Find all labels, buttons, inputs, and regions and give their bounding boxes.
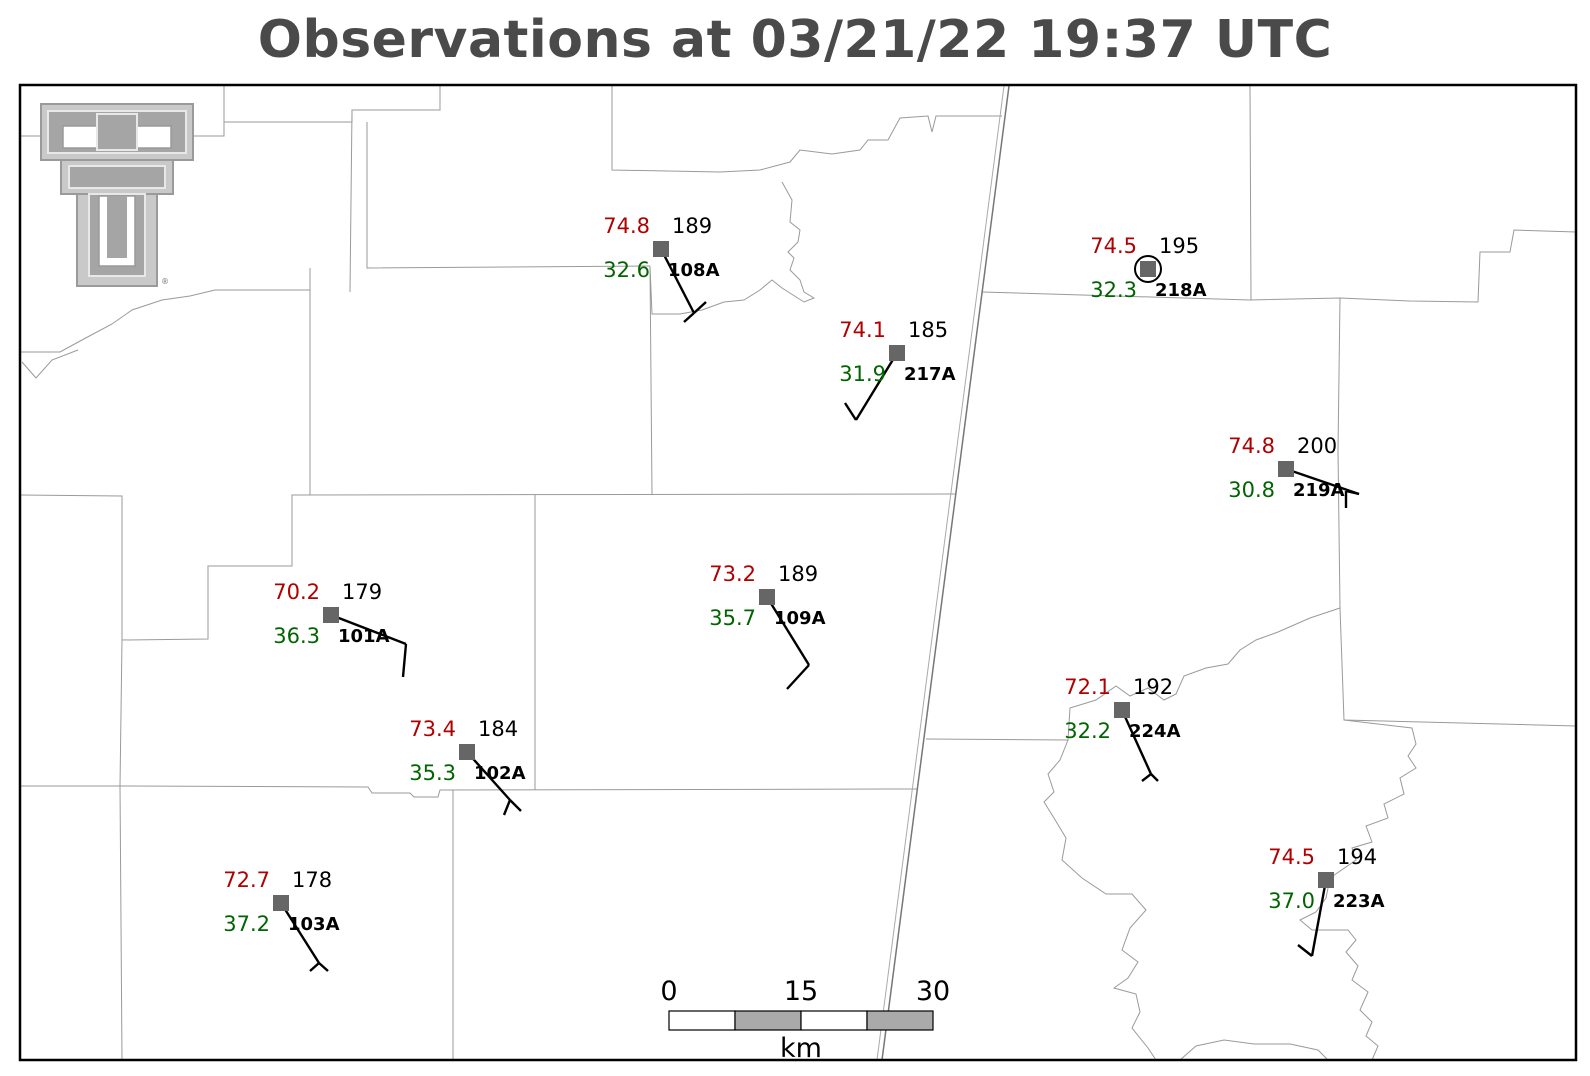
- scale-label-30: 30: [916, 976, 950, 1007]
- scale-bar: 0 15 30 km: [660, 976, 950, 1064]
- temperature-value: 74.5: [1268, 845, 1315, 869]
- temperature-value: 73.2: [709, 562, 756, 586]
- wind-barb-staff: [1120, 709, 1153, 775]
- station-id: 103A: [288, 914, 340, 935]
- wind-barb-flag: [509, 799, 522, 812]
- map-frame: [18, 83, 1578, 1062]
- station-109A[interactable]: 73.2 189 35.7 109A: [709, 562, 826, 690]
- wind-barb-flag: [1141, 773, 1152, 782]
- wind-barb-flag: [683, 312, 695, 323]
- pressure-value: 184: [478, 717, 518, 741]
- station-marker: [1318, 872, 1334, 888]
- wind-barb-flag: [843, 402, 858, 421]
- station-id: 101A: [338, 626, 390, 647]
- state-line: [876, 85, 1010, 1061]
- scale-segment: [734, 1010, 802, 1031]
- texas-tech-double-t-logo: ®: [40, 103, 194, 287]
- station-marker: [273, 895, 289, 911]
- wind-barb-staff: [330, 613, 407, 646]
- temperature-value: 72.1: [1064, 675, 1111, 699]
- temperature-value: 74.8: [1228, 434, 1275, 458]
- temperature-value: 72.7: [223, 868, 270, 892]
- station-marker: [459, 744, 475, 760]
- station-marker: [1278, 461, 1294, 477]
- calm-wind-circle: [1134, 255, 1162, 283]
- trademark-symbol: ®: [161, 277, 169, 286]
- wind-barb-staff: [279, 902, 321, 964]
- pressure-value: 179: [342, 580, 382, 604]
- station-marker: [1140, 261, 1156, 277]
- dewpoint-value: 30.8: [1228, 478, 1275, 502]
- wind-barb-flag: [1297, 944, 1313, 957]
- station-102A[interactable]: 73.4 184 35.3 102A: [409, 717, 526, 816]
- wind-barb-flag: [502, 799, 512, 816]
- temperature-value: 70.2: [273, 580, 320, 604]
- temperature-value: 74.5: [1090, 234, 1137, 258]
- station-marker: [323, 607, 339, 623]
- dewpoint-value: 35.7: [709, 606, 756, 630]
- pressure-value: 185: [908, 318, 948, 342]
- dewpoint-value: 31.9: [839, 362, 886, 386]
- scale-segment: [800, 1010, 868, 1031]
- wind-barb-staff: [854, 352, 899, 421]
- scale-unit: km: [780, 1033, 822, 1064]
- station-id: 102A: [474, 763, 526, 784]
- pressure-value: 195: [1159, 234, 1199, 258]
- scale-label-0: 0: [660, 976, 677, 1007]
- scale-segment: [668, 1010, 736, 1031]
- dewpoint-value: 32.3: [1090, 278, 1137, 302]
- station-108A[interactable]: 74.8 189 32.6 108A: [603, 214, 720, 323]
- temperature-value: 74.1: [839, 318, 886, 342]
- station-id: 219A: [1293, 480, 1345, 501]
- scale-segment: [866, 1010, 934, 1031]
- wind-barb-flag: [1345, 489, 1360, 496]
- station-marker: [1114, 702, 1130, 718]
- station-marker: [759, 589, 775, 605]
- station-218A[interactable]: 74.5 195 32.3 218A: [1090, 234, 1206, 302]
- wind-barb-flag: [309, 962, 320, 972]
- station-223A[interactable]: 74.5 194 37.0 223A: [1268, 845, 1385, 957]
- station-id: 224A: [1129, 721, 1181, 742]
- station-id: 223A: [1333, 891, 1385, 912]
- station-plots: 74.8 189 32.6 108A 74.5 195 32.3 218A 74.1 185 31.…: [223, 214, 1385, 972]
- pressure-value: 194: [1337, 845, 1377, 869]
- dewpoint-value: 37.2: [223, 912, 270, 936]
- station-id: 108A: [668, 260, 720, 281]
- pressure-value: 200: [1297, 434, 1337, 458]
- station-101A[interactable]: 70.2 179 36.3 101A: [273, 580, 408, 678]
- station-224A[interactable]: 72.1 192 32.2 224A: [1064, 675, 1181, 782]
- wind-barb-staff: [1285, 467, 1360, 496]
- station-219A[interactable]: 74.8 200 30.8 219A: [1228, 434, 1360, 508]
- dewpoint-value: 32.6: [603, 258, 650, 282]
- station-id: 218A: [1155, 280, 1207, 301]
- pressure-value: 178: [292, 868, 332, 892]
- pressure-value: 189: [778, 562, 818, 586]
- scale-label-15: 15: [784, 976, 818, 1007]
- dewpoint-value: 35.3: [409, 761, 456, 785]
- dewpoint-value: 36.3: [273, 624, 320, 648]
- station-marker: [653, 241, 669, 257]
- temperature-value: 74.8: [603, 214, 650, 238]
- station-id: 109A: [774, 608, 826, 629]
- wind-barb-staff: [1310, 879, 1328, 957]
- wind-barb-flag: [318, 962, 329, 972]
- wind-barb-staff: [659, 248, 696, 314]
- wind-barb-staff: [765, 596, 811, 666]
- county-boundaries: [19, 85, 1577, 1061]
- station-marker: [889, 345, 905, 361]
- pressure-value: 189: [672, 214, 712, 238]
- temperature-value: 73.4: [409, 717, 456, 741]
- wind-barb-flag: [693, 301, 707, 314]
- wind-barb-flag: [401, 643, 408, 678]
- map-title: Observations at 03/21/22 19:37 UTC: [257, 10, 1333, 70]
- station-217A[interactable]: 74.1 185 31.9 217A: [839, 318, 956, 421]
- wind-barb-flag: [786, 664, 810, 690]
- dewpoint-value: 32.2: [1064, 719, 1111, 743]
- dewpoint-value: 37.0: [1268, 889, 1315, 913]
- pressure-value: 192: [1133, 675, 1173, 699]
- station-103A[interactable]: 72.7 178 37.2 103A: [223, 868, 340, 972]
- wind-barb-flag: [1150, 773, 1159, 782]
- station-id: 217A: [904, 364, 956, 385]
